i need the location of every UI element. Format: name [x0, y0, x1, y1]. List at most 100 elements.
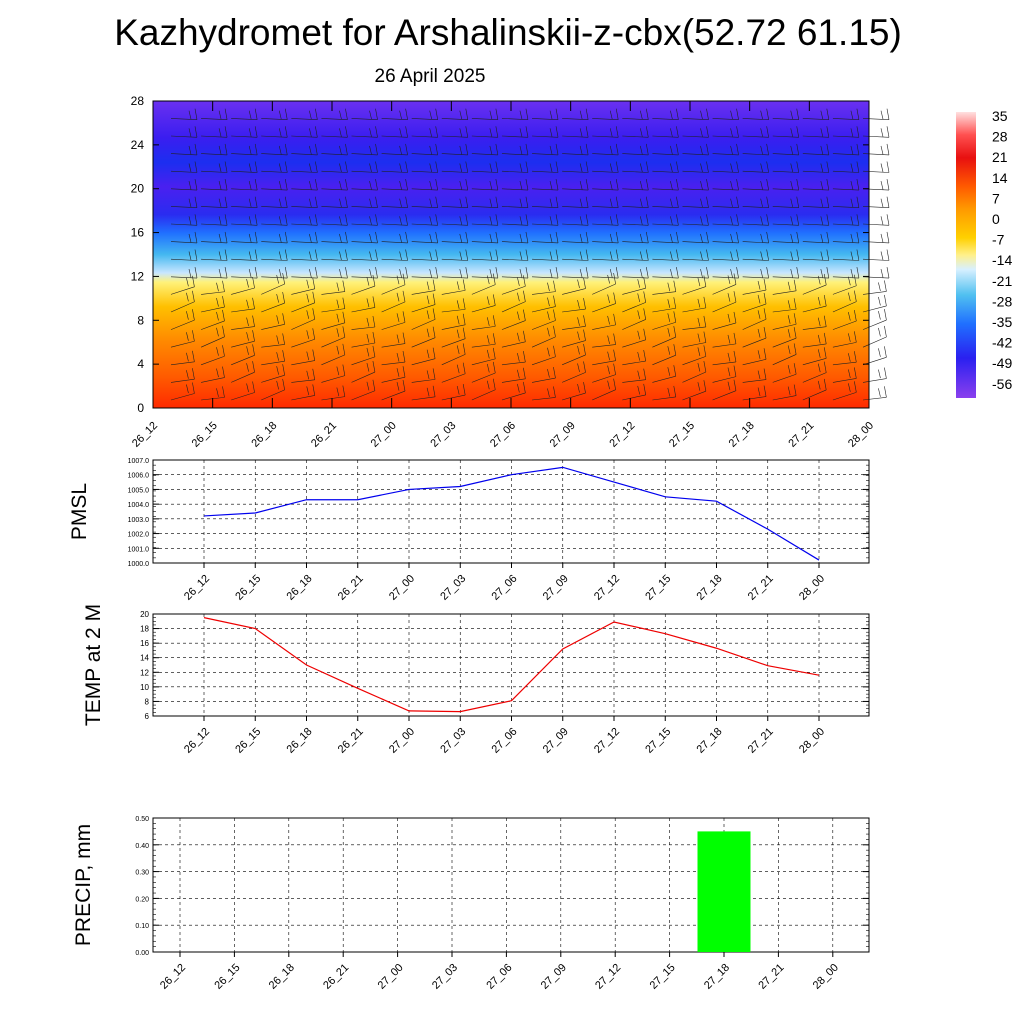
wind-barb	[862, 223, 890, 226]
wind-barb	[218, 145, 222, 155]
wind-barb	[787, 300, 791, 309]
wind-barb	[579, 145, 583, 155]
colorbar-label: -14	[992, 252, 1012, 268]
wind-barb	[501, 276, 528, 279]
wind-barb	[459, 145, 463, 155]
wind-barb	[615, 231, 619, 243]
wind-barb	[742, 258, 769, 261]
wind-barb	[820, 110, 824, 120]
wind-barb	[562, 206, 589, 208]
heatmap-x-tick-label: 27_12	[607, 420, 637, 450]
wind-barb	[820, 163, 824, 173]
wind-barb	[676, 231, 679, 243]
wind-barb	[553, 295, 556, 307]
wind-barb	[615, 143, 619, 155]
wind-barb	[592, 188, 619, 191]
wind-barb	[772, 276, 799, 279]
wind-barb	[429, 233, 432, 243]
wind-barb	[315, 108, 318, 120]
wind-barb	[254, 143, 258, 155]
wind-barb	[495, 143, 499, 155]
wind-barb	[517, 292, 520, 302]
wind-barb	[231, 276, 258, 279]
wind-barb	[429, 128, 432, 137]
wind-barb	[826, 231, 830, 243]
wind-barb	[321, 188, 348, 191]
wind-barb	[802, 206, 829, 208]
wind-barb	[733, 291, 737, 303]
wind-barb	[321, 291, 345, 295]
wind-barb	[673, 280, 677, 292]
wind-barb	[411, 135, 438, 138]
wind-barb	[766, 179, 769, 191]
wind-barb	[802, 241, 829, 244]
wind-barb	[592, 374, 616, 383]
wind-barb	[796, 231, 800, 243]
wind-barb	[676, 249, 679, 261]
wind-barb	[405, 179, 408, 191]
wind-barb	[426, 310, 430, 319]
wind-barb	[787, 386, 791, 396]
wind-barb	[375, 196, 378, 208]
wind-barb	[462, 313, 466, 325]
wind-barb	[254, 179, 258, 191]
wind-barb	[276, 380, 279, 390]
wind-barb	[562, 326, 586, 330]
colorbar-label: 7	[992, 190, 1000, 206]
wind-barb	[254, 196, 258, 208]
wind-barb	[231, 118, 258, 120]
wind-barb	[435, 179, 438, 191]
wind-barb	[733, 379, 737, 391]
wind-barb	[309, 163, 312, 173]
wind-barb	[192, 382, 195, 394]
wind-barb	[760, 145, 763, 155]
wind-barb	[862, 305, 887, 313]
wind-barb	[826, 161, 830, 173]
wind-barb	[306, 330, 310, 339]
wind-barb	[577, 279, 580, 289]
wind-barb	[321, 118, 348, 120]
wind-barb	[399, 269, 402, 278]
wind-barb	[459, 251, 463, 261]
wind-barb	[218, 233, 222, 243]
wind-barb	[880, 181, 884, 190]
wind-barb	[519, 216, 523, 225]
wind-barb	[676, 143, 679, 155]
wind-barb	[727, 352, 731, 362]
wind-barb	[441, 153, 468, 156]
wind-barb	[432, 326, 436, 338]
wind-barb	[850, 128, 854, 137]
wind-barb	[312, 291, 316, 303]
wind-barb	[399, 251, 402, 261]
wind-barb	[562, 308, 586, 313]
wind-barb	[772, 135, 799, 138]
wind-barb	[733, 365, 737, 377]
wind-barb	[884, 280, 887, 292]
wind-barb	[823, 273, 827, 285]
wind-barb	[793, 313, 797, 325]
heatmap-y-tick-label: 20	[131, 182, 145, 196]
wind-barb	[850, 251, 854, 261]
wind-barb	[682, 153, 709, 156]
wind-barb	[471, 118, 498, 120]
wind-barb	[640, 128, 643, 137]
wind-barb	[396, 313, 400, 322]
wind-barb	[471, 153, 498, 156]
wind-barb	[399, 233, 402, 243]
wind-barb	[670, 145, 673, 155]
wind-barb	[405, 108, 408, 120]
wind-barb	[547, 282, 550, 292]
wind-barb	[519, 163, 523, 173]
wind-barb	[643, 349, 646, 362]
wind-barb	[706, 196, 709, 208]
wind-barb	[426, 387, 430, 397]
wind-barb	[170, 378, 195, 383]
wind-barb	[492, 361, 496, 374]
wind-barb	[670, 198, 673, 208]
wind-barb	[186, 370, 189, 379]
wind-barb	[553, 367, 556, 379]
wind-barb	[282, 313, 285, 325]
wind-barb	[517, 332, 520, 342]
wind-barb	[790, 251, 794, 261]
wind-barb	[224, 126, 228, 138]
